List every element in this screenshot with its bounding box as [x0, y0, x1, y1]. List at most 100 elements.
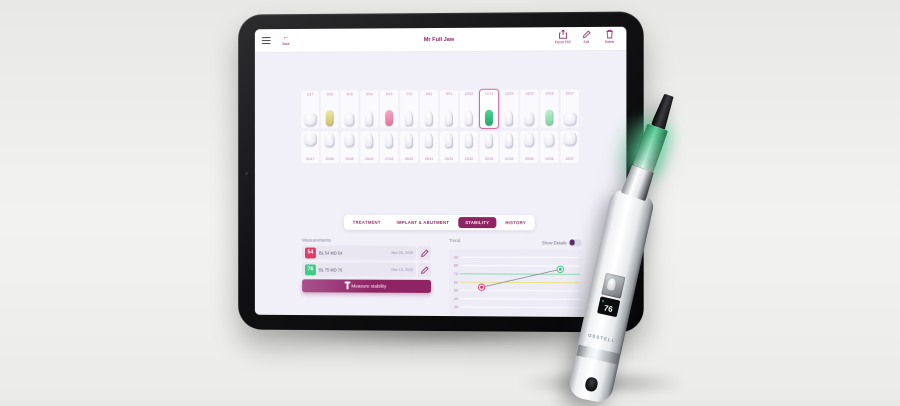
- tab-history[interactable]: HISTORY: [498, 217, 533, 228]
- tooth-icon: [326, 110, 334, 126]
- device-screen-isq: BL 76: [597, 296, 620, 317]
- tooth-cell-23-32[interactable]: 23/32: [460, 131, 478, 163]
- tooth-cell-12-24[interactable]: 12/24: [500, 90, 518, 128]
- tooth-label: 26/42: [405, 157, 413, 161]
- tooth-icon: [425, 111, 433, 126]
- tooth-cell-29-45[interactable]: 29/45: [341, 131, 359, 163]
- tooth-cell-6-13[interactable]: 6/13: [380, 90, 398, 128]
- tooth-label: 8/11: [426, 92, 432, 97]
- tooth-cell-7-12[interactable]: 7/12: [400, 90, 418, 128]
- tooth-icon: [405, 111, 413, 126]
- tooth-cell-27-43[interactable]: 27/43: [380, 131, 398, 163]
- tooth-cell-11-23[interactable]: 11/23: [480, 90, 498, 128]
- tooth-label: 30/46: [326, 157, 334, 161]
- tooth-label: 13/25: [525, 92, 534, 97]
- tooth-cell-13-25[interactable]: 13/25: [520, 90, 538, 128]
- tooth-cell-5-14[interactable]: 5/14: [360, 90, 378, 128]
- tooth-icon: [445, 111, 453, 126]
- tooth-cell-31-47[interactable]: 31/47: [301, 131, 319, 163]
- device-display: BL 76: [585, 270, 637, 320]
- svg-text:70: 70: [454, 272, 458, 276]
- tooth-label: 21/34: [505, 156, 514, 161]
- tab-implant-abutment[interactable]: IMPLANT & ABUTMENT: [390, 217, 457, 228]
- tooth-cell-21-34[interactable]: 21/34: [500, 131, 518, 163]
- menu-icon[interactable]: [262, 37, 271, 44]
- tooth-label: 24/31: [445, 156, 453, 161]
- device-probe-tip: [651, 93, 676, 130]
- svg-text:30: 30: [454, 305, 458, 309]
- osstell-logo: OSSTELL: [580, 331, 624, 345]
- tooth-label: 22/33: [485, 156, 494, 161]
- device-body: BL 76 OSSTELL: [567, 188, 656, 404]
- tooth-icon: [485, 110, 493, 126]
- tooth-cell-2-17[interactable]: 2/17: [301, 90, 319, 128]
- measure-stability-button[interactable]: Measure stability: [302, 279, 431, 293]
- tooth-icon: [385, 110, 393, 126]
- tooth-label: 27/43: [385, 157, 393, 161]
- tooth-cell-22-33[interactable]: 22/33: [480, 131, 498, 163]
- nav-action-label: Edit: [584, 40, 590, 44]
- tooth-label: 31/47: [306, 157, 314, 161]
- trash-icon: [605, 29, 614, 39]
- tooth-icon: [445, 133, 453, 148]
- smartpeg-icon: [346, 283, 348, 289]
- measurement-date: Dec 10, 2020: [391, 268, 413, 272]
- tooth-icon: [345, 112, 355, 126]
- tooth-label: 9/21: [446, 92, 453, 97]
- tooth-cell-3-16[interactable]: 3/16: [321, 90, 339, 128]
- tab-stability[interactable]: STABILITY: [458, 217, 496, 228]
- tooth-icon: [505, 133, 513, 148]
- nav-action-label: Export PDF: [555, 40, 572, 44]
- tooth-label: 6/13: [386, 92, 393, 97]
- tooth-icon: [485, 133, 493, 148]
- tooth-cell-30-46[interactable]: 30/46: [321, 131, 339, 163]
- tooth-cell-8-11[interactable]: 8/11: [420, 90, 438, 128]
- edit-button[interactable]: Edit: [575, 29, 598, 44]
- tooth-icon: [425, 133, 433, 148]
- tooth-label: 4/15: [346, 92, 353, 97]
- back-button[interactable]: ← Back: [282, 35, 289, 46]
- tooth-cell-25-41[interactable]: 25/41: [420, 131, 438, 163]
- svg-text:40: 40: [454, 297, 458, 301]
- tooth-cell-28-44[interactable]: 28/44: [360, 131, 378, 163]
- back-label: Back: [282, 42, 289, 46]
- tooth-cell-10-22[interactable]: 10/22: [460, 90, 478, 128]
- pencil-icon: [420, 265, 429, 275]
- tooth-cell-9-21[interactable]: 9/21: [440, 90, 458, 128]
- tooth-cell-24-31[interactable]: 24/31: [440, 131, 458, 163]
- tooth-label: 5/14: [366, 92, 373, 97]
- tooth-icon: [465, 133, 473, 148]
- device-neck: [621, 91, 682, 201]
- nav-action-label: Delete: [605, 40, 614, 44]
- tooth-cell-20-35[interactable]: 20/35: [520, 131, 538, 163]
- tooth-label: 12/24: [505, 92, 514, 97]
- device-chrome-ring: [576, 345, 619, 365]
- pencil-icon: [582, 29, 591, 39]
- export-pdf-button[interactable]: Export PDF: [551, 29, 574, 44]
- tooth-cell-26-42[interactable]: 26/42: [400, 131, 418, 163]
- delete-button[interactable]: Delete: [598, 29, 621, 44]
- tooth-label: 10/22: [465, 92, 474, 97]
- edit-measurement-button[interactable]: [418, 246, 431, 260]
- edit-measurement-button[interactable]: [418, 263, 431, 277]
- tooth-cell-4-15[interactable]: 4/15: [341, 90, 359, 128]
- svg-text:80: 80: [454, 264, 458, 268]
- device-lanyard-hole: [584, 376, 599, 392]
- tooth-icon: [325, 133, 335, 147]
- tooth-icon: [385, 133, 393, 148]
- tab-treatment[interactable]: TREATMENT: [346, 217, 388, 228]
- trend-title: Trend: [449, 238, 460, 243]
- tooth-icon: [465, 111, 473, 126]
